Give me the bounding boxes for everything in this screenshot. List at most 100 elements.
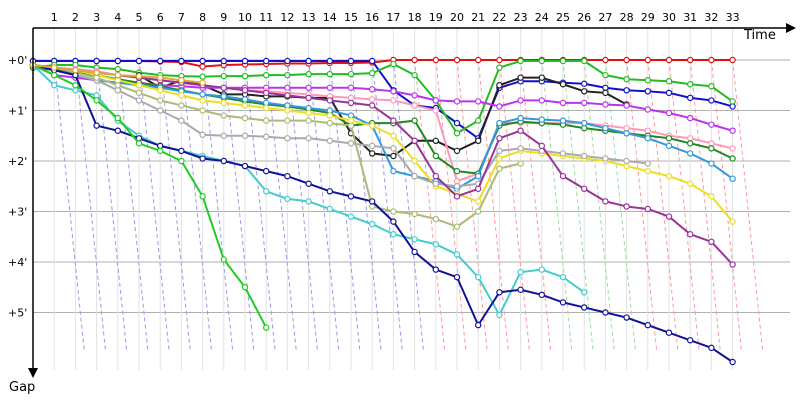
series-point xyxy=(644,321,652,329)
x-tick-label: 21 xyxy=(471,11,485,24)
series-point xyxy=(114,87,122,94)
series-point xyxy=(199,73,206,80)
series-point xyxy=(241,87,249,94)
series-point xyxy=(708,238,715,245)
series-point xyxy=(178,76,185,84)
series-point xyxy=(559,150,567,157)
series-point xyxy=(559,99,567,107)
series-point xyxy=(411,248,418,256)
series-line xyxy=(32,66,734,175)
series-point xyxy=(178,147,185,155)
series-point xyxy=(453,183,461,190)
x-tick-label: 7 xyxy=(178,11,185,24)
series-point xyxy=(326,188,333,195)
series-point xyxy=(326,107,333,114)
series-point xyxy=(496,119,503,127)
series-point xyxy=(411,56,418,64)
series-point xyxy=(581,57,588,65)
series-point xyxy=(623,162,630,170)
y-tick-label: +2' xyxy=(8,155,27,168)
series-point xyxy=(538,291,546,299)
series-point xyxy=(305,135,312,142)
series-point xyxy=(241,284,249,291)
series-line xyxy=(33,60,733,140)
x-axis-arrow xyxy=(786,23,796,33)
series-point xyxy=(665,56,673,64)
x-tick-label: 18 xyxy=(408,11,422,24)
series-point xyxy=(347,57,355,65)
y-axis-arrow xyxy=(28,368,38,378)
series-point xyxy=(263,133,270,140)
series-point xyxy=(708,160,715,167)
series-point xyxy=(411,102,418,109)
series-point xyxy=(644,56,652,64)
series-point xyxy=(687,150,694,157)
series-point xyxy=(114,71,122,79)
series-point xyxy=(156,97,164,104)
series-point xyxy=(644,127,652,134)
series-point xyxy=(644,76,652,84)
series-point xyxy=(220,93,227,100)
series-point xyxy=(602,89,609,97)
y-tick-label: +3' xyxy=(8,206,27,219)
x-tick-label: 25 xyxy=(556,11,570,24)
series-point xyxy=(729,358,736,366)
x-tick-label: 6 xyxy=(157,11,164,24)
series-point xyxy=(305,198,312,205)
series-point xyxy=(708,121,715,128)
series-point xyxy=(135,82,143,89)
series-point xyxy=(347,84,355,91)
series-point xyxy=(220,57,227,65)
series-point xyxy=(199,63,206,70)
series-point xyxy=(644,205,652,213)
series-point xyxy=(93,69,100,76)
series-point xyxy=(390,152,397,160)
series-point xyxy=(644,88,652,95)
series-point xyxy=(51,64,58,71)
series-point xyxy=(432,266,439,273)
series-point xyxy=(305,57,312,65)
series-point xyxy=(199,79,206,86)
series-line xyxy=(32,64,734,363)
series-point xyxy=(729,98,736,105)
series-point xyxy=(135,57,143,65)
series-point xyxy=(559,299,567,306)
series-point xyxy=(72,71,79,79)
series-point xyxy=(729,127,736,134)
series-point xyxy=(623,157,630,165)
series-point xyxy=(623,87,630,94)
series-point xyxy=(475,172,482,180)
series-point xyxy=(347,122,355,129)
series-point xyxy=(326,84,333,91)
series-point xyxy=(475,321,482,329)
series-point xyxy=(517,114,524,122)
series-point xyxy=(496,155,503,162)
series-point xyxy=(708,56,715,64)
x-tick-label: 19 xyxy=(429,11,443,24)
series-point xyxy=(475,273,482,281)
series-point xyxy=(369,198,376,205)
series-point xyxy=(708,97,715,104)
series-point xyxy=(665,329,673,336)
series-point xyxy=(199,193,206,200)
x-tick-label: 11 xyxy=(259,11,273,24)
series-point xyxy=(496,147,503,155)
series-point xyxy=(284,172,291,180)
axes xyxy=(28,23,796,378)
series-point xyxy=(602,198,609,205)
series-point xyxy=(114,82,122,89)
series-point xyxy=(390,132,397,139)
series-point xyxy=(326,112,333,119)
series-point xyxy=(199,107,206,114)
series-point xyxy=(687,140,694,147)
series-point xyxy=(496,64,503,71)
series-point xyxy=(369,150,376,157)
series-point xyxy=(602,124,609,132)
series-point xyxy=(114,65,122,73)
series-point xyxy=(93,122,100,129)
series-point xyxy=(602,71,609,79)
series-point xyxy=(517,57,524,65)
series-point xyxy=(453,223,461,230)
series-point xyxy=(453,193,461,200)
